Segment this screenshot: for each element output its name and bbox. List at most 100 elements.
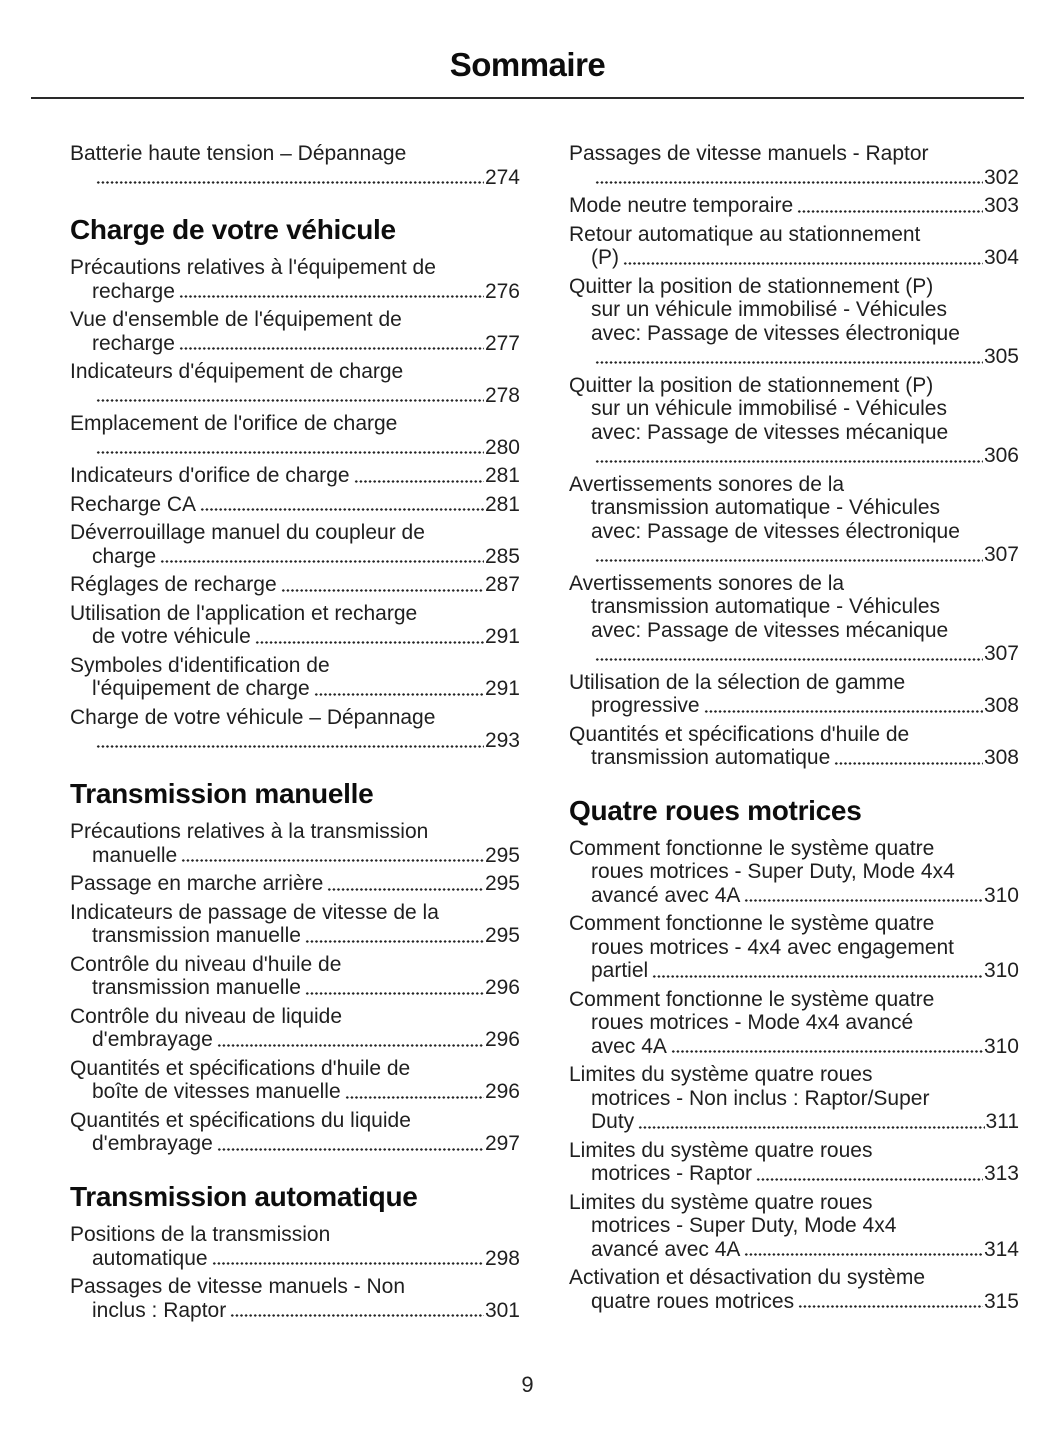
toc-entry-line: Indicateurs d'orifice de charge 281: [70, 464, 520, 488]
toc-entry-line: Limites du système quatre roues: [569, 1190, 873, 1214]
page-ref: 314: [983, 1237, 1019, 1261]
page-ref: 298: [484, 1246, 520, 1270]
dot-leader: [96, 743, 484, 749]
toc-entry-line: Positions de la transmission: [70, 1223, 331, 1247]
dot-leader: [280, 587, 484, 593]
toc-entry-text: Recharge CA: [70, 492, 197, 516]
page-ref: 310: [983, 883, 1019, 907]
toc-left-column: Batterie haute tension – Dépannage 274 Cha…: [70, 142, 520, 1327]
dot-leader: [834, 760, 983, 766]
toc-entry-text: de votre véhicule: [92, 625, 251, 649]
dot-leader: [670, 1049, 983, 1055]
toc-entry-line: avec: Passage de vitesses électronique: [591, 321, 960, 345]
page-ref: 276: [484, 279, 520, 303]
toc-entry-line: Passage en marche arrière 295: [70, 872, 520, 896]
dot-leader: [181, 858, 484, 864]
toc-entry-line: Vue d'ensemble de l'équipement de: [70, 308, 402, 332]
toc-entry-line: recharge 276: [70, 280, 520, 304]
toc-entry-group: Comment fonctionne le système quatre roue…: [569, 837, 1019, 1314]
toc-entry: Positions de la transmission automatique 2…: [70, 1223, 520, 1270]
toc-entry-line: 274: [70, 166, 520, 190]
toc-entry-line: Contrôle du niveau d'huile de: [70, 952, 342, 976]
page-ref: 307: [983, 543, 1019, 566]
toc-entry-text: inclus : Raptor: [92, 1298, 227, 1322]
toc-entry-line: transmission manuelle 296: [70, 976, 520, 1000]
page-ref: 287: [484, 573, 520, 597]
toc-entry-line: avec: Passage de vitesses électronique: [591, 519, 960, 543]
toc-entry-line: Comment fonctionne le système quatre: [569, 836, 935, 860]
toc-entry-line: Activation et désactivation du système: [569, 1266, 926, 1290]
toc-entry-text: l'équipement de charge: [92, 677, 310, 701]
dot-leader: [216, 1042, 484, 1048]
toc-entry-line: avancé avec 4A 314: [569, 1238, 1019, 1262]
dot-leader: [595, 656, 983, 662]
toc-entry-text: transmission manuelle: [92, 976, 301, 1000]
page-ref: 297: [484, 1132, 520, 1156]
toc-entry-line: transmission automatique - Véhicules: [591, 496, 941, 519]
toc-entry: Quitter la position de stationnement (P)…: [569, 275, 1019, 369]
dot-leader: [178, 294, 484, 300]
toc-entry-line: motrices - Raptor 313: [569, 1162, 1019, 1186]
toc-entry-text: motrices - Raptor: [591, 1162, 753, 1186]
toc-entry-line: avec: Passage de vitesses mécanique: [591, 618, 949, 642]
page-ref: 295: [484, 872, 520, 896]
toc-entry-line: inclus : Raptor 301: [70, 1299, 520, 1323]
page-ref: 306: [983, 444, 1019, 467]
toc-entry-line: Mode neutre temporaire 303: [569, 194, 1019, 218]
toc-entry-line: progressive 308: [569, 694, 1019, 718]
section-heading: Transmission automatique: [70, 1180, 418, 1212]
toc-entry-text: charge: [92, 544, 157, 568]
toc-entry-line: roues motrices - Super Duty, Mode 4x4: [591, 860, 955, 884]
toc-entry-text: transmission manuelle: [92, 924, 301, 948]
toc-entry-line: Quantités et spécifications d'huile de: [70, 1056, 411, 1080]
page-ref: 291: [484, 677, 520, 701]
toc-entry-text: progressive: [591, 694, 700, 717]
dot-leader: [96, 180, 484, 185]
toc-entry-line: boîte de vitesses manuelle 296: [70, 1080, 520, 1104]
dot-leader: [798, 1304, 983, 1310]
toc-entry-line: d'embrayage 296: [70, 1028, 520, 1052]
toc-entry-line: Passages de vitesse manuels - Raptor: [569, 142, 929, 165]
section-heading: Transmission manuelle: [70, 777, 374, 809]
toc-entry: Passages de vitesse manuels - Raptor 302: [569, 142, 1019, 189]
toc-entry-text: Mode neutre temporaire: [569, 194, 794, 217]
dot-leader: [744, 898, 983, 904]
page-ref: 296: [484, 976, 520, 1000]
toc-entry-line: quatre roues motrices 315: [569, 1290, 1019, 1314]
dot-leader: [211, 1261, 484, 1267]
footer-page-number: 9: [521, 1372, 534, 1397]
toc-entry: Retour automatique au stationnement (P) 30…: [569, 223, 1019, 270]
page-title: Sommaire: [449, 46, 606, 83]
dot-leader: [304, 990, 484, 996]
toc-entry-text: (P): [591, 246, 619, 269]
page-ref: 308: [983, 746, 1019, 769]
dot-leader: [216, 1146, 484, 1152]
toc-entry: Utilisation de l'application et recharge…: [70, 602, 520, 649]
page-ref: 302: [983, 165, 1019, 189]
toc-entry-line: Emplacement de l'orifice de charge: [70, 412, 398, 436]
dot-leader: [353, 478, 484, 484]
toc-entry-line: roues motrices - Mode 4x4 avancé: [591, 1011, 914, 1035]
toc-entry-line: 306: [569, 444, 1019, 468]
toc-entry-line: sur un véhicule immobilisé - Véhicules: [591, 298, 947, 321]
toc-entry-line: recharge 277: [70, 332, 520, 356]
page-ref: 296: [484, 1080, 520, 1104]
page-ref: 274: [484, 165, 520, 189]
toc-entry-text: Duty: [591, 1110, 635, 1134]
toc-entry-line: Retour automatique au stationnement: [569, 222, 921, 246]
toc-entry: Quantités et spécifications d'huile de tr…: [569, 723, 1019, 770]
page-ref: 285: [484, 544, 520, 568]
toc-entry-line: 305: [569, 345, 1019, 369]
toc-right-column: Passages de vitesse manuels - Raptor 302 M…: [569, 142, 1019, 1327]
toc-entry-line: Précautions relatives à la transmission: [70, 820, 429, 844]
toc-entry: Passages de vitesse manuels - Non inclus …: [70, 1275, 520, 1322]
toc-entry-line: Quitter la position de stationnement (P): [569, 274, 934, 298]
dot-leader: [623, 260, 983, 266]
page-ref: 304: [983, 246, 1019, 269]
toc-entry: Comment fonctionne le système quatre roue…: [569, 837, 1019, 908]
toc-entry-line: 302: [569, 166, 1019, 190]
toc-entry: Comment fonctionne le système quatre roue…: [569, 988, 1019, 1059]
toc-entry-line: Réglages de recharge 287: [70, 573, 520, 597]
toc-entry-text: Passage en marche arrière: [70, 872, 324, 896]
